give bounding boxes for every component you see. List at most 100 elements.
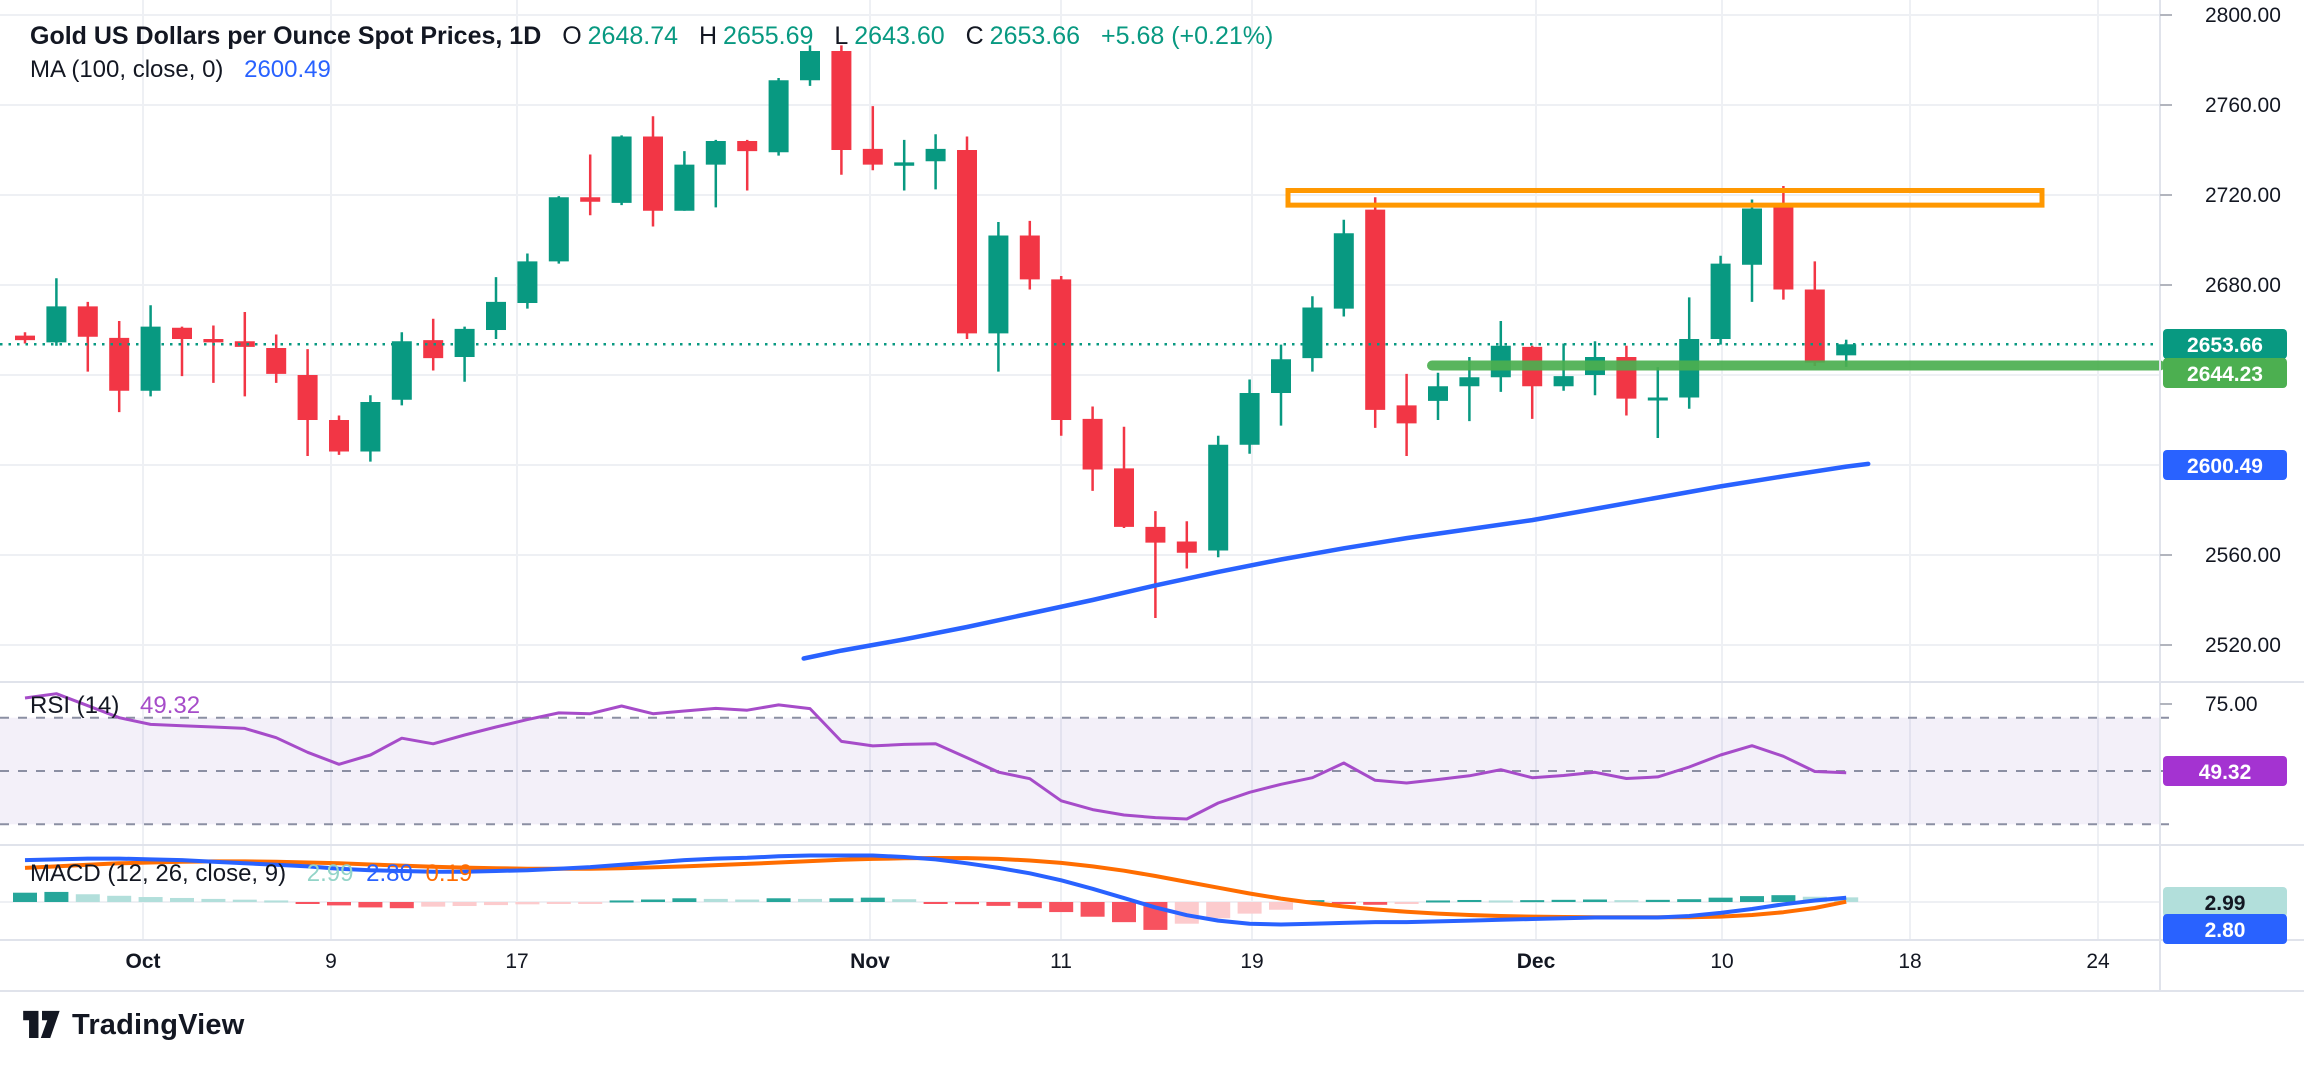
macd-histogram-bar: [1394, 902, 1419, 904]
candle-body: [517, 261, 538, 304]
macd-histogram-bar: [232, 899, 257, 902]
time-axis-label[interactable]: 24: [2086, 950, 2110, 973]
candle-body: [1459, 377, 1480, 387]
candle-body: [140, 326, 161, 391]
candle-body: [46, 306, 67, 343]
price-axis-label[interactable]: 2680.00: [2205, 274, 2281, 297]
ma-value: 2600.49: [244, 56, 331, 83]
price-axis-badge-label: 2644.23: [2187, 363, 2263, 386]
candle-body: [360, 402, 381, 452]
candle-body: [925, 148, 946, 162]
time-axis-label[interactable]: 11: [1050, 950, 1072, 973]
ma-legend[interactable]: MA (100, close, 0) 2600.49: [30, 56, 337, 84]
macd-histogram-bar: [13, 892, 37, 902]
macd-histogram-bar: [1363, 902, 1388, 905]
price-axis-badge-label: 2.80: [2205, 919, 2246, 942]
candle-body: [1176, 541, 1197, 553]
candle-body: [391, 341, 412, 400]
price-axis-badge-label: 2653.66: [2187, 334, 2263, 357]
price-axis-label[interactable]: 2720.00: [2205, 184, 2281, 207]
candle-body: [988, 235, 1009, 334]
time-axis-label[interactable]: 10: [1710, 950, 1733, 973]
macd-histogram-bar: [1551, 899, 1576, 902]
rectangle-drawing[interactable]: [1285, 188, 2045, 208]
candle-body: [329, 420, 349, 452]
high-label: H: [698, 22, 718, 50]
candle-body: [800, 51, 820, 81]
candle-body: [454, 328, 475, 358]
candle-body: [1365, 209, 1386, 410]
macd-histogram-bar: [421, 902, 446, 907]
price-axis-label[interactable]: 2800.00: [2205, 4, 2281, 27]
open-value: 2648.74: [587, 22, 679, 50]
candle-body: [1333, 233, 1354, 309]
time-axis-label[interactable]: 9: [325, 950, 337, 973]
candle-body: [705, 141, 726, 165]
time-axis-label[interactable]: Oct: [125, 950, 160, 973]
tradingview-logo[interactable]: TradingView: [22, 1008, 245, 1042]
candle-body: [15, 335, 35, 341]
candle-body: [548, 197, 569, 262]
price-axis-label[interactable]: 2560.00: [2205, 544, 2281, 567]
price-axis-badge: [2163, 329, 2287, 359]
candle-body: [1114, 468, 1134, 527]
price-axis-label[interactable]: 2760.00: [2205, 94, 2281, 117]
time-axis-label[interactable]: 18: [1898, 950, 1921, 973]
macd-histogram-bar: [264, 900, 289, 903]
time-axis-label[interactable]: Dec: [1517, 950, 1556, 973]
candle-body: [768, 80, 789, 153]
candle-body: [1082, 418, 1103, 470]
time-axis-label[interactable]: 17: [505, 950, 528, 973]
candle-body: [1804, 289, 1825, 363]
rsi-label: RSI (14): [30, 692, 120, 719]
candle-body: [1647, 397, 1668, 401]
candle-body: [894, 162, 915, 166]
time-axis-label[interactable]: 19: [1240, 950, 1263, 973]
macd-histogram-bar: [1206, 902, 1231, 919]
candle-body: [423, 340, 444, 359]
candle-body: [266, 348, 287, 374]
candle-body: [486, 301, 506, 331]
candle-body: [172, 327, 192, 340]
time-axis-label[interactable]: Nov: [850, 950, 890, 973]
candle-body: [1208, 444, 1229, 551]
macd-histogram-bar: [1174, 902, 1199, 924]
macd-histogram-bar: [327, 902, 351, 906]
macd-histogram-bar: [1112, 902, 1136, 923]
chart-canvas[interactable]: 2800.00 2760.00 2720.00 2680.00 2560.00 2520.…: [0, 0, 2304, 992]
ma100-line: [801, 461, 1871, 661]
macd-histogram-bar: [735, 899, 760, 902]
change-value: +5.68 (+0.21%): [1101, 22, 1274, 50]
macd-histogram-bar: [295, 902, 320, 904]
macd-histogram-bar: [766, 898, 791, 902]
macd-histogram-bar: [1771, 895, 1796, 902]
symbol-legend[interactable]: Gold US Dollars per Ounce Spot Prices, 1…: [30, 22, 1279, 51]
macd-histogram-bar: [1457, 899, 1482, 902]
candle-body: [1396, 405, 1417, 424]
price-axis-label[interactable]: 75.00: [2205, 693, 2258, 716]
candle-body: [580, 197, 601, 202]
candle-body: [1271, 359, 1291, 394]
tradingview-logo-icon: [23, 1010, 60, 1038]
macd-legend[interactable]: MACD (12, 26, close, 9) 2.99 2.80 0.19: [30, 860, 478, 888]
macd-histogram-bar: [138, 897, 163, 902]
macd-histogram-bar: [955, 902, 979, 905]
macd-histogram-bar: [641, 899, 665, 902]
macd-histogram-bar: [452, 902, 477, 907]
macd-histogram-bar: [1583, 899, 1607, 902]
macd-histogram-bar: [358, 902, 383, 908]
candle-body: [862, 148, 883, 165]
macd-histogram-bar: [170, 897, 194, 902]
macd-line-value: 2.80: [366, 860, 413, 887]
macd-hist-value: 2.99: [306, 860, 354, 887]
price-axis-label[interactable]: 2520.00: [2205, 634, 2281, 657]
rsi-legend[interactable]: RSI (14) 49.32: [30, 692, 206, 720]
open-label: O: [562, 22, 582, 50]
close-value: 2653.66: [989, 22, 1081, 50]
candle-body: [77, 306, 98, 337]
candle-body: [1239, 393, 1260, 445]
rsi-line: [24, 692, 1847, 821]
candle-body: [1836, 344, 1857, 356]
macd-histogram-bar: [1269, 902, 1293, 910]
macd-histogram-bar: [546, 902, 571, 904]
